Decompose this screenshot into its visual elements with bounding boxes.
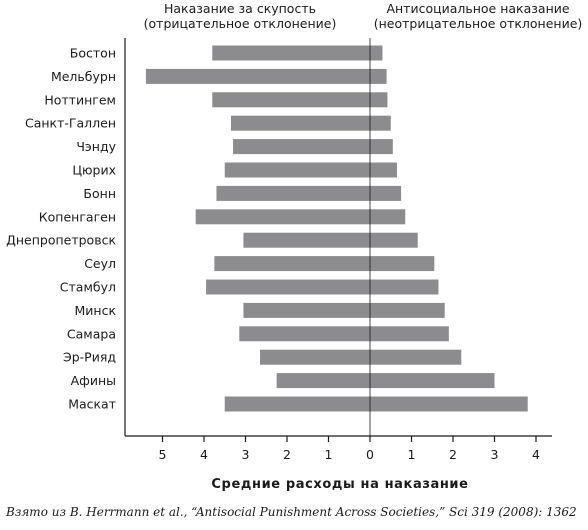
x-tick-label: 1: [325, 447, 333, 462]
x-tick-label: 4: [532, 447, 540, 462]
x-tick-label: 3: [242, 447, 250, 462]
header-punishment-stinginess: Наказание за скупость (отрицательное отк…: [140, 1, 340, 31]
category-label: Сеул: [84, 256, 116, 271]
category-label: Стамбул: [60, 280, 116, 295]
category-label: Чэнду: [76, 139, 116, 154]
category-label: Самара: [67, 326, 116, 341]
category-label: Эр-Рияд: [63, 350, 116, 365]
header-right-line1: Антисоциальное наказание: [386, 1, 570, 16]
category-label: Днепропетровск: [6, 233, 116, 248]
bar-2: [212, 92, 388, 108]
bar-9: [214, 256, 435, 272]
header-left-line2: (отрицательное отклонение): [143, 16, 337, 31]
bar-1: [145, 68, 387, 84]
bar-13: [260, 349, 462, 365]
category-label: Бостон: [70, 46, 116, 61]
header-left-line1: Наказание за скупость: [164, 1, 316, 16]
x-tick-label: 5: [159, 447, 167, 462]
x-tick-label: 1: [408, 447, 416, 462]
bar-0: [212, 45, 383, 61]
x-axis-label: Средние расходы на наказание: [211, 477, 468, 492]
category-label: Санкт-Галлен: [25, 116, 116, 131]
bar-6: [216, 185, 402, 201]
category-label: Афины: [71, 373, 116, 388]
category-label: Минск: [74, 303, 116, 318]
axes-group: 5 4 3 2 1 0 1 2 3 4: [124, 38, 552, 462]
header-right-line2: (неотрицательное отклонение): [373, 16, 583, 31]
bars-group: [145, 45, 528, 412]
header-antisocial-punishment: Антисоциальное наказание (неотрицательно…: [368, 1, 588, 31]
x-tick-label: 0: [366, 447, 374, 462]
category-label: Мельбурн: [51, 69, 116, 84]
x-tick-label: 2: [283, 447, 291, 462]
category-label: Маскат: [68, 397, 116, 412]
x-tick-label: 3: [491, 447, 499, 462]
category-label: Ноттингем: [44, 92, 116, 107]
bar-8: [243, 232, 418, 248]
bar-12: [239, 326, 449, 342]
category-label: Цюрих: [72, 163, 116, 178]
chart: Бостон Мельбурн Ноттингем Санкт-Галлен Чэнду…: [6, 38, 552, 492]
bar-3: [230, 115, 391, 131]
bar-14: [276, 373, 495, 389]
source-caption: Взято из B. Herrmann et al., “Antisocial…: [6, 505, 577, 519]
bar-10: [206, 279, 439, 295]
category-labels-group: Бостон Мельбурн Ноттингем Санкт-Галлен Чэнду…: [6, 46, 116, 412]
bar-4: [233, 139, 393, 155]
x-tick-label: 4: [200, 447, 208, 462]
bar-11: [243, 302, 445, 318]
category-label: Копенгаген: [39, 209, 116, 224]
bar-15: [224, 396, 528, 412]
bar-5: [224, 162, 397, 178]
bar-7: [195, 209, 406, 225]
category-label: Бонн: [83, 186, 116, 201]
x-tick-label: 2: [449, 447, 457, 462]
